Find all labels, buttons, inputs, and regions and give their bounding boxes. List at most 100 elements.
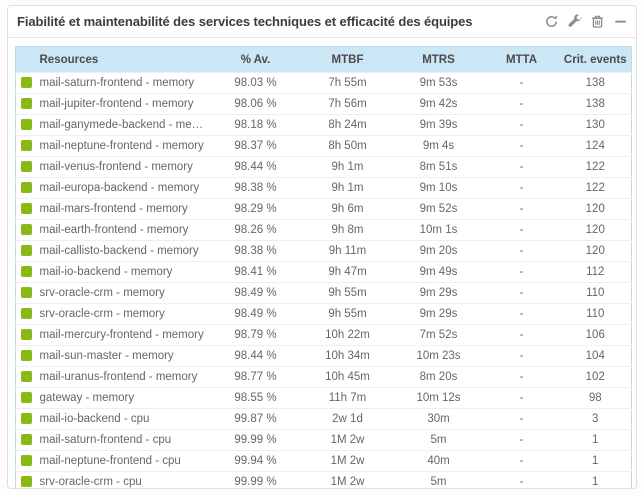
table-header-row: Resources % Av. MTBF MTRS MTTA Crit. eve…	[15, 46, 632, 73]
table-row[interactable]: mail-saturn-frontend - memory 98.03 % 7h…	[15, 72, 632, 94]
crit-events-value: 120	[559, 219, 632, 241]
crit-events-value: 120	[559, 240, 632, 262]
mtta-value: -	[483, 387, 560, 409]
crit-events-value: 120	[559, 198, 632, 220]
table-body: mail-saturn-frontend - memory 98.03 % 7h…	[15, 72, 632, 488]
resource-name: mail-uranus-frontend - memory	[39, 366, 210, 388]
mtbf-value: 7h 56m	[301, 93, 394, 115]
table-row[interactable]: srv-oracle-crm - cpu 99.99 % 1M 2w 5m - …	[15, 471, 632, 488]
availability-value: 99.99 %	[209, 471, 302, 488]
mtrs-value: 5m	[393, 471, 484, 488]
resource-name: mail-europa-backend - memory	[39, 177, 210, 199]
status-ok-icon	[21, 476, 32, 488]
resource-name: mail-mercury-frontend - memory	[39, 324, 210, 346]
resource-name: mail-ganymede-backend - memory	[39, 114, 210, 136]
resource-name: mail-callisto-backend - memory	[39, 240, 210, 262]
status-ok-icon	[21, 161, 32, 173]
mtta-value: -	[483, 450, 560, 472]
status-ok-icon	[21, 140, 32, 152]
mtbf-value: 1M 2w	[301, 471, 394, 488]
availability-value: 99.94 %	[209, 450, 302, 472]
crit-events-value: 112	[559, 261, 632, 283]
resource-name: mail-sun-master - memory	[39, 345, 210, 367]
mtrs-value: 30m	[393, 408, 484, 430]
table-row[interactable]: mail-ganymede-backend - memory 98.18 % 8…	[15, 114, 632, 136]
status-ok-icon	[21, 224, 32, 236]
crit-events-value: 1	[559, 471, 632, 488]
column-header-mtrs[interactable]: MTRS	[393, 46, 484, 73]
table-row[interactable]: mail-earth-frontend - memory 98.26 % 9h …	[15, 219, 632, 241]
table-row[interactable]: mail-jupiter-frontend - memory 98.06 % 7…	[15, 93, 632, 115]
table-row[interactable]: mail-europa-backend - memory 98.38 % 9h …	[15, 177, 632, 199]
column-header-mtta[interactable]: MTTA	[483, 46, 560, 73]
resource-name: mail-io-backend - memory	[39, 261, 210, 283]
table-row[interactable]: mail-mercury-frontend - memory 98.79 % 1…	[15, 324, 632, 346]
column-header-crit-events[interactable]: Crit. events	[559, 46, 632, 73]
table-row[interactable]: mail-venus-frontend - memory 98.44 % 9h …	[15, 156, 632, 178]
availability-value: 98.44 %	[209, 345, 302, 367]
table-row[interactable]: mail-mars-frontend - memory 98.29 % 9h 6…	[15, 198, 632, 220]
delete-button[interactable]	[589, 14, 605, 30]
resource-name: mail-mars-frontend - memory	[39, 198, 210, 220]
table-row[interactable]: srv-oracle-crm - memory 98.49 % 9h 55m 9…	[15, 303, 632, 325]
status-ok-icon	[21, 119, 32, 131]
status-ok-icon	[21, 266, 32, 278]
mtta-value: -	[483, 135, 560, 157]
availability-value: 98.37 %	[209, 135, 302, 157]
mtta-value: -	[483, 429, 560, 451]
table-row[interactable]: mail-neptune-frontend - cpu 99.94 % 1M 2…	[15, 450, 632, 472]
status-ok-icon	[21, 350, 32, 362]
status-ok-icon	[21, 308, 32, 320]
mtbf-value: 10h 45m	[301, 366, 394, 388]
mtta-value: -	[483, 303, 560, 325]
crit-events-value: 104	[559, 345, 632, 367]
table-row[interactable]: mail-sun-master - memory 98.44 % 10h 34m…	[15, 345, 632, 367]
mtrs-value: 8m 20s	[393, 366, 484, 388]
table-row[interactable]: mail-callisto-backend - memory 98.38 % 9…	[15, 240, 632, 262]
refresh-button[interactable]	[543, 14, 559, 30]
status-ok-icon	[21, 182, 32, 194]
availability-value: 98.49 %	[209, 303, 302, 325]
widget-toolbar	[543, 14, 628, 30]
table-row[interactable]: srv-oracle-crm - memory 98.49 % 9h 55m 9…	[15, 282, 632, 304]
resource-name: mail-venus-frontend - memory	[39, 156, 210, 178]
table-row[interactable]: mail-uranus-frontend - memory 98.77 % 10…	[15, 366, 632, 388]
status-ok-icon	[21, 371, 32, 383]
mtbf-value: 1M 2w	[301, 450, 394, 472]
resource-name: mail-earth-frontend - memory	[39, 219, 210, 241]
table-row[interactable]: gateway - memory 98.55 % 11h 7m 10m 12s …	[15, 387, 632, 409]
crit-events-value: 130	[559, 114, 632, 136]
crit-events-value: 102	[559, 366, 632, 388]
status-ok-icon	[21, 203, 32, 215]
configure-button[interactable]	[566, 14, 582, 30]
mtta-value: -	[483, 72, 560, 94]
table-row[interactable]: mail-io-backend - memory 98.41 % 9h 47m …	[15, 261, 632, 283]
resource-name: srv-oracle-crm - memory	[39, 303, 210, 325]
mtta-value: -	[483, 156, 560, 178]
collapse-button[interactable]	[612, 14, 628, 30]
resource-name: mail-saturn-frontend - memory	[39, 72, 210, 94]
mtta-value: -	[483, 219, 560, 241]
mtrs-value: 9m 10s	[393, 177, 484, 199]
column-header-availability[interactable]: % Av.	[209, 46, 302, 73]
mtbf-value: 9h 55m	[301, 303, 394, 325]
mtrs-value: 9m 52s	[393, 198, 484, 220]
mtbf-value: 10h 34m	[301, 345, 394, 367]
widget-header: Fiabilité et maintenabilité des services…	[8, 6, 636, 38]
column-header-resources[interactable]: Resources	[39, 46, 210, 73]
resource-name: srv-oracle-crm - cpu	[39, 471, 210, 488]
crit-events-value: 98	[559, 387, 632, 409]
table-row[interactable]: mail-saturn-frontend - cpu 99.99 % 1M 2w…	[15, 429, 632, 451]
mtrs-value: 5m	[393, 429, 484, 451]
table-row[interactable]: mail-neptune-frontend - memory 98.37 % 8…	[15, 135, 632, 157]
mtrs-value: 40m	[393, 450, 484, 472]
mtrs-value: 9m 20s	[393, 240, 484, 262]
column-header-mtbf[interactable]: MTBF	[301, 46, 394, 73]
crit-events-value: 124	[559, 135, 632, 157]
availability-value: 98.55 %	[209, 387, 302, 409]
table-row[interactable]: mail-io-backend - cpu 99.87 % 2w 1d 30m …	[15, 408, 632, 430]
mtta-value: -	[483, 240, 560, 262]
status-ok-icon	[21, 287, 32, 299]
mtbf-value: 9h 6m	[301, 198, 394, 220]
crit-events-value: 3	[559, 408, 632, 430]
